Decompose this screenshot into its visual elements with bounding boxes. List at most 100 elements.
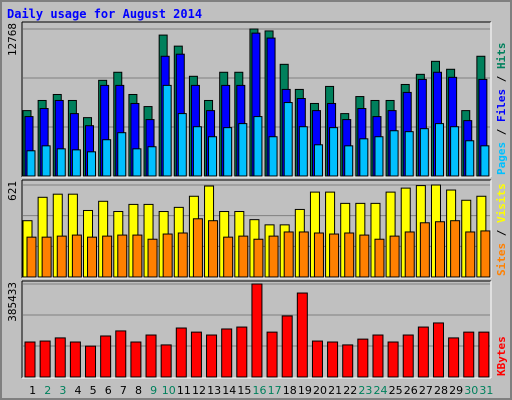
bar xyxy=(177,113,187,177)
bar xyxy=(102,139,112,177)
x-tick-label: 16 xyxy=(253,384,267,397)
bar xyxy=(313,232,324,278)
bar xyxy=(329,233,340,278)
bar xyxy=(450,220,461,278)
bar xyxy=(465,231,476,278)
bar xyxy=(389,235,400,278)
legend: KBytes xyxy=(495,336,508,376)
bar xyxy=(283,231,294,278)
legend-entry: Files xyxy=(495,89,508,122)
x-tick-label: 17 xyxy=(268,384,282,397)
bar xyxy=(147,146,157,177)
x-tick-label: 24 xyxy=(374,384,388,397)
bar xyxy=(26,150,36,177)
x-tick-label: 7 xyxy=(120,384,127,397)
x-tick-label: 26 xyxy=(404,384,418,397)
bar xyxy=(100,335,112,378)
bar xyxy=(192,218,203,278)
bar xyxy=(251,283,263,378)
bar xyxy=(56,235,67,278)
bar xyxy=(56,148,66,177)
x-tick-label: 14 xyxy=(222,384,236,397)
bar xyxy=(162,84,172,177)
bar xyxy=(69,341,81,378)
bar xyxy=(190,331,202,378)
bar xyxy=(281,315,293,378)
bar xyxy=(41,145,51,177)
x-tick-label: 15 xyxy=(237,384,251,397)
bar xyxy=(478,331,490,378)
x-tick-label: 20 xyxy=(313,384,327,397)
bar xyxy=(402,334,414,378)
bar xyxy=(208,220,219,278)
bar xyxy=(419,222,430,278)
bar xyxy=(357,338,369,378)
bar xyxy=(71,149,81,177)
bar xyxy=(160,344,172,378)
bar xyxy=(238,123,248,177)
x-tick-label: 1 xyxy=(29,384,36,397)
legend-separator: / xyxy=(495,69,508,89)
bar xyxy=(480,145,490,177)
legend-entry: Visits xyxy=(495,183,508,223)
legend-entry: Pages xyxy=(495,142,508,175)
x-tick-label: 9 xyxy=(150,384,157,397)
x-tick-label: 6 xyxy=(105,384,112,397)
chart-title: Daily usage for August 2014 xyxy=(7,7,202,21)
x-tick-label: 3 xyxy=(59,384,66,397)
x-tick-label: 30 xyxy=(464,384,478,397)
bar xyxy=(162,233,173,278)
bar xyxy=(311,340,323,378)
bar xyxy=(404,231,415,278)
bar xyxy=(236,326,248,378)
y-tick-label: 621 xyxy=(6,181,19,201)
legend-separator: / xyxy=(495,122,508,142)
bar xyxy=(238,235,249,278)
bar xyxy=(177,232,188,278)
x-tick-label: 29 xyxy=(449,384,463,397)
bar xyxy=(387,341,399,378)
bar xyxy=(87,236,98,278)
bar xyxy=(434,123,444,177)
x-tick-label: 12 xyxy=(192,384,206,397)
x-tick-label: 4 xyxy=(74,384,81,397)
bar xyxy=(253,238,264,278)
legend: Sites / Visits xyxy=(495,183,508,276)
bar xyxy=(463,331,475,378)
bar xyxy=(115,330,127,378)
bar xyxy=(296,292,308,378)
bar xyxy=(132,148,142,177)
bar xyxy=(434,221,445,278)
x-tick-label: 13 xyxy=(207,384,221,397)
bar xyxy=(374,238,385,278)
bar xyxy=(342,344,354,378)
bar xyxy=(253,116,263,177)
x-tick-label: 21 xyxy=(328,384,342,397)
bar xyxy=(41,236,52,278)
bar xyxy=(389,130,399,177)
bar xyxy=(417,326,429,378)
bar xyxy=(465,140,475,177)
x-tick-label: 19 xyxy=(298,384,312,397)
bar xyxy=(480,230,491,278)
x-tick-label: 31 xyxy=(479,384,493,397)
bar xyxy=(404,131,414,177)
bar xyxy=(39,340,51,378)
bar xyxy=(147,238,158,278)
bar xyxy=(266,331,278,378)
x-tick-label: 22 xyxy=(343,384,357,397)
x-tick-label: 10 xyxy=(162,384,176,397)
bar xyxy=(130,341,142,378)
bar xyxy=(87,151,97,177)
bar xyxy=(432,322,444,378)
legend-separator: / xyxy=(495,223,508,243)
bar xyxy=(223,236,234,278)
bar xyxy=(206,334,218,378)
x-tick-label: 8 xyxy=(135,384,142,397)
bar xyxy=(192,126,202,177)
bar xyxy=(283,102,293,177)
bar xyxy=(175,327,187,378)
bar xyxy=(26,236,37,278)
